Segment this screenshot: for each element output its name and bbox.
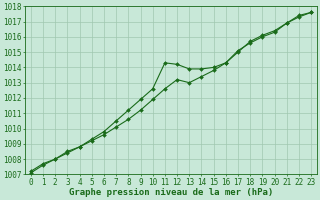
X-axis label: Graphe pression niveau de la mer (hPa): Graphe pression niveau de la mer (hPa) — [69, 188, 273, 197]
